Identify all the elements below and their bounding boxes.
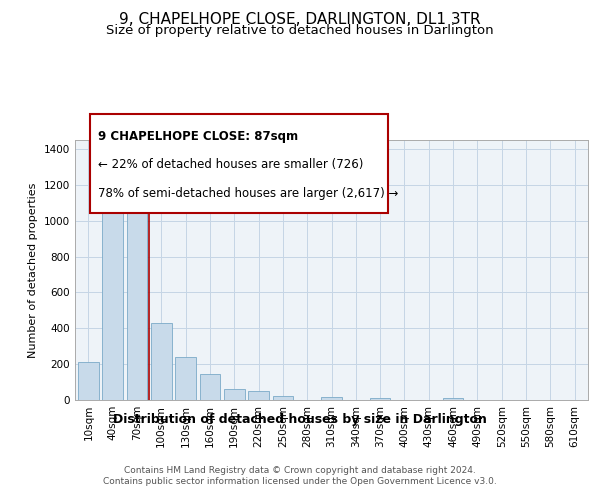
Bar: [443, 398, 463, 400]
FancyBboxPatch shape: [91, 114, 388, 213]
Bar: [127, 204, 148, 400]
Text: Contains HM Land Registry data © Crown copyright and database right 2024.: Contains HM Land Registry data © Crown c…: [124, 466, 476, 475]
Bar: [321, 397, 342, 400]
Bar: [370, 398, 391, 400]
Bar: [103, 198, 123, 400]
Bar: [78, 362, 99, 400]
Text: 9 CHAPELHOPE CLOSE: 87sqm: 9 CHAPELHOPE CLOSE: 87sqm: [98, 130, 298, 142]
Bar: [175, 357, 196, 400]
Text: Distribution of detached houses by size in Darlington: Distribution of detached houses by size …: [113, 412, 487, 426]
Y-axis label: Number of detached properties: Number of detached properties: [28, 182, 38, 358]
Bar: [248, 392, 269, 400]
Text: 78% of semi-detached houses are larger (2,617) →: 78% of semi-detached houses are larger (…: [98, 187, 398, 200]
Bar: [200, 374, 220, 400]
Bar: [151, 323, 172, 400]
Bar: [272, 396, 293, 400]
Text: Size of property relative to detached houses in Darlington: Size of property relative to detached ho…: [106, 24, 494, 37]
Text: ← 22% of detached houses are smaller (726): ← 22% of detached houses are smaller (72…: [98, 158, 364, 171]
Text: 9, CHAPELHOPE CLOSE, DARLINGTON, DL1 3TR: 9, CHAPELHOPE CLOSE, DARLINGTON, DL1 3TR: [119, 12, 481, 28]
Bar: [224, 389, 245, 400]
Text: Contains public sector information licensed under the Open Government Licence v3: Contains public sector information licen…: [103, 478, 497, 486]
